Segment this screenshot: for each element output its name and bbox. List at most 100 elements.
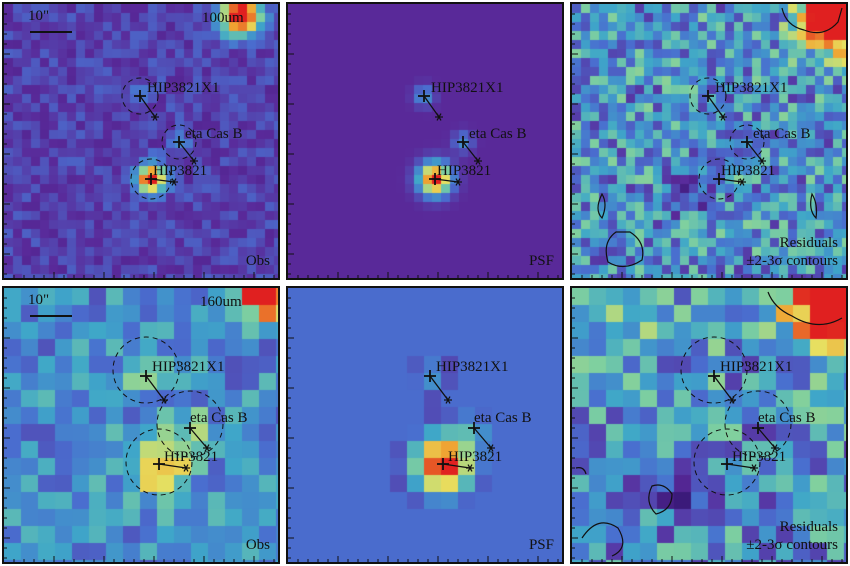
panel-caption: PSF <box>528 253 554 269</box>
position-plus-marker <box>173 136 185 148</box>
source-label: HIP3821 <box>437 163 492 179</box>
star-marker <box>454 178 462 186</box>
position-plus-marker <box>713 173 725 185</box>
source-label: HIP3821 <box>448 449 503 465</box>
aperture-circle <box>729 124 765 160</box>
star-marker <box>738 178 746 186</box>
source-label: eta Cas B <box>474 410 532 426</box>
contour-line <box>767 291 843 326</box>
position-plus-marker <box>708 370 720 382</box>
position-plus-marker <box>418 90 430 102</box>
star-marker <box>151 113 159 121</box>
offset-vector <box>139 95 156 118</box>
panel-caption: Residuals <box>779 519 838 535</box>
scale-bar-label: 10" <box>28 8 50 24</box>
aperture-circle <box>112 336 180 404</box>
position-plus-marker <box>437 458 449 470</box>
aperture-circle <box>156 390 224 458</box>
panel-caption: Obs <box>245 537 270 553</box>
contour-line <box>575 467 587 475</box>
aperture-circle <box>693 428 761 496</box>
source-label: HIP3821 <box>721 163 776 179</box>
offset-vector <box>713 375 733 401</box>
source-label: HIP3821 <box>153 163 208 179</box>
star-marker <box>750 464 758 472</box>
position-plus-marker <box>424 370 436 382</box>
source-overlay <box>288 297 559 562</box>
source-label: HIP3821X1 <box>720 359 793 375</box>
obs-panel-160um: HIP3821X1 eta Cas B HIP3821 Obs 10" 160um <box>2 286 280 564</box>
offset-vector <box>429 375 449 401</box>
band-label: 160um <box>200 294 242 310</box>
source-label: HIP3821 <box>164 449 219 465</box>
source-label: HIP3821X1 <box>715 80 788 96</box>
source-label: eta Cas B <box>185 126 243 142</box>
psf-panel-100um: HIP3821X1 eta Cas B HIP3821 PSF <box>286 2 564 280</box>
contour-line <box>781 7 843 34</box>
star-marker <box>170 178 178 186</box>
position-plus-marker <box>721 458 733 470</box>
source-label: eta Cas B <box>758 410 816 426</box>
panel-caption: ±2-3σ contours <box>746 253 838 269</box>
offset-vector <box>473 427 492 449</box>
source-overlay <box>4 13 275 278</box>
panel-caption: ±2-3σ contours <box>746 537 838 553</box>
contour-line <box>605 231 644 268</box>
aperture-circle <box>125 428 193 496</box>
star-marker <box>444 396 452 404</box>
source-label: HIP3821 <box>732 449 787 465</box>
source-label: eta Cas B <box>469 126 527 142</box>
aperture-circle <box>130 158 172 200</box>
position-plus-marker <box>153 458 165 470</box>
scale-bar-label: 10" <box>28 292 50 308</box>
psf-image-map <box>288 288 562 562</box>
obs-panel-100um: HIP3821X1 eta Cas B HIP3821 Obs 10" 100um <box>2 2 280 280</box>
source-overlay <box>288 13 559 278</box>
panel-caption: Residuals <box>779 235 838 251</box>
contour-line <box>597 192 606 220</box>
aperture-circle <box>680 336 748 404</box>
source-label: eta Cas B <box>190 410 248 426</box>
obs-image-map <box>4 288 278 562</box>
source-overlay <box>572 7 843 278</box>
star-marker <box>771 444 779 452</box>
position-plus-marker <box>468 422 480 434</box>
res-panel-100um: HIP3821X1 eta Cas B HIP3821 Residuals ±2-3σ … <box>570 2 848 280</box>
position-plus-marker <box>145 173 157 185</box>
source-label: HIP3821X1 <box>436 359 509 375</box>
star-marker <box>487 444 495 452</box>
source-label: HIP3821X1 <box>431 80 504 96</box>
band-label: 100um <box>202 10 244 26</box>
offset-vector <box>145 375 165 401</box>
res-panel-160um: HIP3821X1 eta Cas B HIP3821 Residuals ±2-3σ … <box>570 286 848 564</box>
star-marker <box>758 157 766 165</box>
aperture-circle <box>161 124 197 160</box>
aperture-circle <box>689 77 727 115</box>
star-marker <box>719 113 727 121</box>
contour-line <box>810 192 818 220</box>
offset-vector <box>423 95 440 118</box>
position-plus-marker <box>140 370 152 382</box>
position-plus-marker <box>702 90 714 102</box>
source-label: HIP3821X1 <box>152 359 225 375</box>
star-marker <box>435 113 443 121</box>
source-label: HIP3821X1 <box>147 80 220 96</box>
aperture-circle <box>724 390 792 458</box>
contour-line <box>581 522 624 557</box>
source-label: eta Cas B <box>753 126 811 142</box>
panel-caption: Obs <box>245 253 270 269</box>
offset-vector <box>707 95 724 118</box>
star-marker <box>182 464 190 472</box>
source-overlay <box>4 297 275 562</box>
star-marker <box>190 157 198 165</box>
offset-vector <box>189 427 208 449</box>
position-plus-marker <box>457 136 469 148</box>
star-marker <box>203 444 211 452</box>
position-plus-marker <box>752 422 764 434</box>
aperture-circle <box>121 77 159 115</box>
star-marker <box>466 464 474 472</box>
position-plus-marker <box>741 136 753 148</box>
position-plus-marker <box>134 90 146 102</box>
psf-image-map <box>288 4 562 278</box>
